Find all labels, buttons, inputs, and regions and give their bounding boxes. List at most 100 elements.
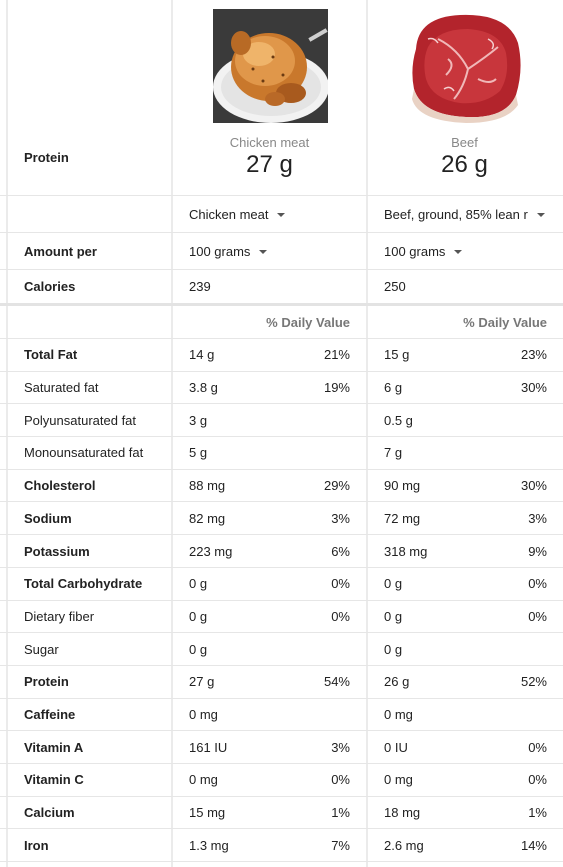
amount1-select[interactable]: 100 grams (189, 243, 268, 259)
grid-line (6, 0, 8, 867)
nutrient-label: Potassium (24, 543, 90, 559)
food-selector-row: Chicken meat Beef, ground, 85% lean r (0, 196, 563, 233)
calories-value-1: 239 (189, 279, 211, 294)
nutrient-percent-2: 0% (528, 608, 547, 624)
amount2-select[interactable]: 100 grams (384, 243, 463, 259)
nutrient-value-1: 0 g (189, 576, 208, 592)
amount1-select-label: 100 grams (189, 243, 251, 259)
table-row: Caffeine 0 mg 0 mg (0, 699, 563, 732)
calories-label: Calories (24, 279, 76, 294)
nutrient-percent-2: 0% (528, 739, 547, 755)
nutrient-value-2: 0 g (384, 641, 403, 657)
nutrient-value-1: 0 g (189, 641, 208, 657)
chevron-down-icon (277, 213, 286, 218)
food2-name: Beef (451, 135, 478, 150)
calories-value-2: 250 (384, 279, 406, 294)
food2-select-label: Beef, ground, 85% lean r (384, 206, 528, 222)
nutrient-value-2: 318 mg (384, 543, 428, 559)
nutrient-value-1: 15 mg (189, 805, 226, 821)
nutrient-label: Sugar (24, 641, 59, 657)
table-row: Vitamin C 0 mg 0% 0 mg 0% (0, 764, 563, 797)
nutrient-value-1: 0 mg (189, 772, 218, 788)
nutrient-percent-1: 0% (331, 608, 350, 624)
table-row: Saturated fat 3.8 g 19% 6 g 30% (0, 372, 563, 405)
nutrient-value-1: 0 g (189, 608, 208, 624)
nutrient-value-1: 82 mg (189, 510, 226, 526)
nutrient-percent-1: 0% (331, 576, 350, 592)
amount2-select-label: 100 grams (384, 243, 446, 259)
nutrient-percent-2: 1% (528, 805, 547, 821)
nutrient-value-1: 3 g (189, 412, 208, 428)
grid-line (366, 0, 368, 867)
nutrient-percent-2: 3% (528, 510, 547, 526)
nutrient-percent-2: 0% (528, 772, 547, 788)
nutrient-label: Vitamin A (24, 739, 84, 755)
grid-line (171, 0, 173, 867)
nutrient-label: Cholesterol (24, 478, 96, 494)
nutrient-value-1: 88 mg (189, 478, 226, 494)
nutrient-value-1: 3.8 g (189, 380, 218, 396)
nutrient-percent-1: 6% (331, 543, 350, 559)
nutrient-value-2: 7 g (384, 445, 403, 461)
nutrient-value-1: 0 mg (189, 707, 218, 723)
amount-per-label: Amount per (24, 243, 97, 259)
nutrient-value-2: 18 mg (384, 805, 421, 821)
nutrient-label: Sodium (24, 510, 72, 526)
chevron-down-icon (454, 250, 463, 255)
nutrient-label: Monounsaturated fat (24, 445, 144, 461)
nutrient-value-2: 26 g (384, 674, 410, 690)
nutrient-percent-2: 30% (520, 380, 547, 396)
nutrient-percent-1: 7% (331, 837, 350, 853)
nutrient-percent-1: 21% (323, 347, 350, 363)
nutrient-label: Calcium (24, 805, 75, 821)
nutrient-percent-2: 9% (528, 543, 547, 559)
metric-label: Protein (24, 150, 69, 165)
nutrient-value-1: 5 g (189, 445, 208, 461)
food1-amount: 27 g (246, 151, 293, 178)
nutrient-percent-2: 14% (520, 837, 547, 853)
beef-image (408, 9, 523, 123)
nutrient-label: Dietary fiber (24, 608, 95, 624)
nutrient-value-2: 0 IU (384, 739, 408, 755)
nutrient-value-2: 2.6 mg (384, 837, 424, 853)
nutrient-value-1: 27 g (189, 674, 215, 690)
chevron-down-icon (536, 213, 545, 218)
table-row: Iron 1.3 mg 7% 2.6 mg 14% (0, 830, 563, 863)
nutrient-value-1: 14 g (189, 347, 215, 363)
nutrient-percent-1: 3% (331, 739, 350, 755)
nutrient-value-2: 0 g (384, 608, 403, 624)
food2-select[interactable]: Beef, ground, 85% lean r (384, 207, 559, 222)
table-row: Cholesterol 88 mg 29% 90 mg 30% (0, 470, 563, 503)
table-row: Monounsaturated fat 5 g 7 g (0, 437, 563, 470)
nutrient-value-2: 90 mg (384, 478, 421, 494)
nutrient-label: Polyunsaturated fat (24, 412, 137, 428)
nutrient-label: Protein (24, 674, 69, 690)
nutrient-value-2: 72 mg (384, 510, 421, 526)
nutrient-value-2: 0 mg (384, 707, 413, 723)
nutrient-percent-1: 19% (323, 380, 350, 396)
nutrient-value-1: 161 IU (189, 739, 228, 755)
table-row: Total Carbohydrate 0 g 0% 0 g 0% (0, 568, 563, 601)
nutrient-value-2: 15 g (384, 347, 410, 363)
nutrient-percent-1: 54% (323, 674, 350, 690)
table-row: Sugar 0 g 0 g (0, 633, 563, 666)
nutrient-percent-2: 30% (520, 478, 547, 494)
table-row: Total Fat 14 g 21% 15 g 23% (0, 339, 563, 372)
food1-select[interactable]: Chicken meat (189, 207, 359, 222)
nutrient-value-2: 6 g (384, 380, 403, 396)
nutrient-value-1: 1.3 mg (189, 837, 229, 853)
food1-select-label: Chicken meat (189, 206, 269, 222)
nutrient-percent-1: 1% (331, 805, 350, 821)
calories-row: Calories 239 250 (0, 270, 563, 306)
table-row: Protein 27 g 54% 26 g 52% (0, 666, 563, 699)
nutrient-label: Saturated fat (24, 380, 99, 396)
header-row: Protein Chicken meat 27 g (0, 0, 563, 196)
table-row: Sodium 82 mg 3% 72 mg 3% (0, 503, 563, 536)
nutrient-label: Iron (24, 837, 49, 853)
amount-row: Amount per 100 grams 100 grams (0, 233, 563, 270)
nutrient-value-1: 223 mg (189, 543, 233, 559)
nutrient-value-2: 0 g (384, 576, 403, 592)
nutrient-percent-2: 23% (520, 347, 547, 363)
nutrient-percent-1: 29% (323, 478, 350, 494)
